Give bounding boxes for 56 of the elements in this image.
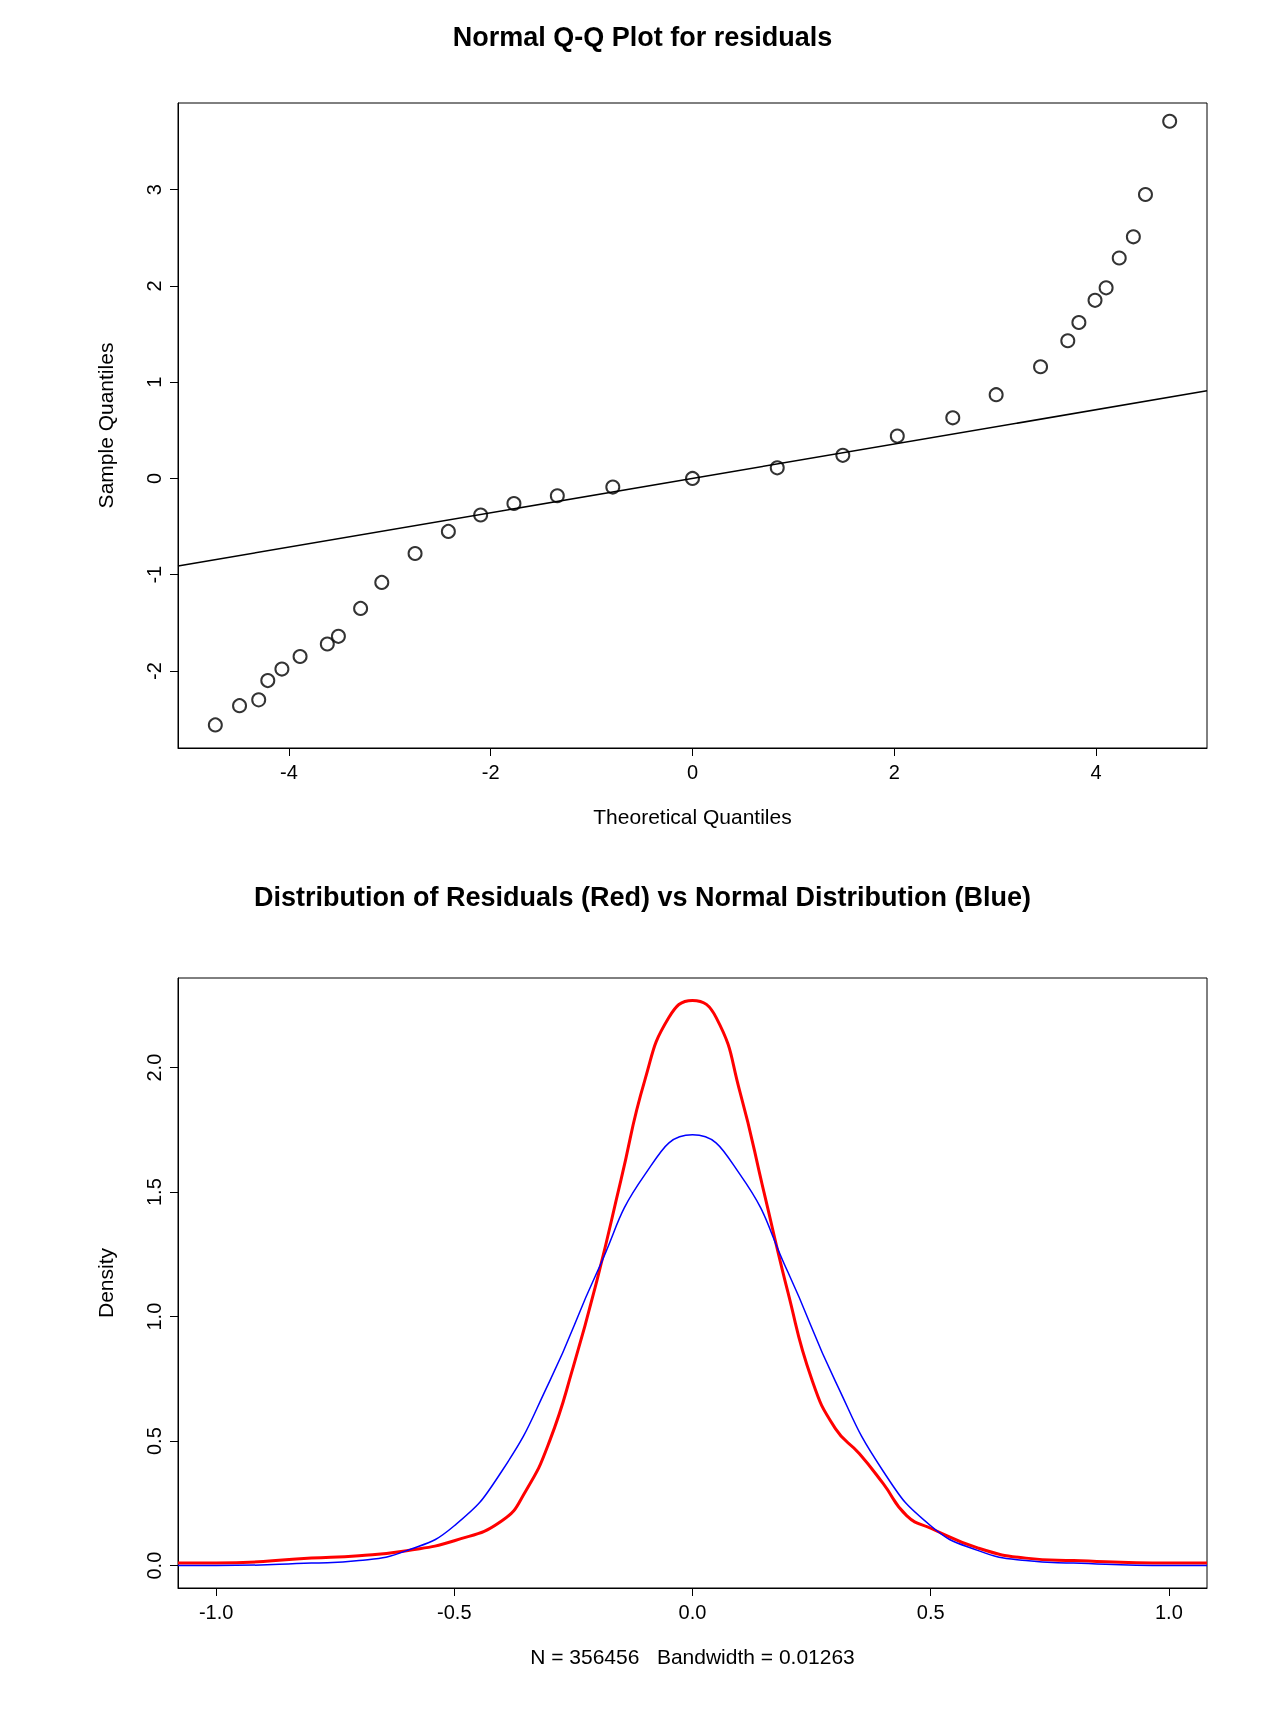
point [988, 387, 1004, 403]
x-axis-title: Theoretical Quantiles [593, 805, 792, 828]
x-tick-label: -2 [481, 761, 500, 783]
point [1162, 113, 1178, 129]
point [1033, 359, 1049, 375]
line-series [177, 1134, 1208, 1567]
y-tick-label: 1.5 [143, 1178, 165, 1207]
point [292, 649, 308, 665]
point [440, 523, 456, 539]
x-tick-label: -4 [280, 761, 298, 783]
point [251, 692, 267, 708]
x-tick-label: 0.5 [916, 1601, 945, 1623]
x-tick-label: 0.0 [678, 1601, 707, 1623]
point [1125, 229, 1141, 245]
point [605, 479, 621, 495]
x-tick-label: -1.0 [198, 1601, 234, 1623]
point [1098, 280, 1114, 296]
y-tick-label: 0.5 [143, 1427, 165, 1456]
y-tick-label: 1 [143, 376, 165, 388]
x-tick-label: 0 [686, 761, 699, 783]
y-axis-title: Density [94, 1247, 117, 1319]
y-tick-label: 1.0 [143, 1302, 165, 1331]
point [1060, 333, 1076, 349]
point [549, 488, 565, 504]
point [945, 410, 961, 426]
point [207, 717, 223, 733]
point [232, 698, 248, 714]
y-tick-label: -2 [143, 662, 165, 680]
x-tick-label: -0.5 [437, 1601, 472, 1623]
chart-title: Normal Q-Q Plot for residuals [452, 21, 833, 52]
y-axis-title: Sample Quantiles [94, 342, 117, 509]
point [260, 673, 276, 689]
point [1137, 186, 1153, 202]
y-tick-label: 0 [143, 472, 165, 485]
x-tick-label: 1.0 [1154, 1601, 1183, 1623]
point [319, 636, 335, 652]
y-tick-label: 0.0 [143, 1551, 165, 1580]
y-tick-label: 3 [143, 184, 165, 196]
point [506, 495, 522, 511]
point [1071, 315, 1087, 330]
y-tick-label: 2.0 [143, 1053, 165, 1082]
point [374, 574, 390, 590]
point [889, 428, 905, 444]
x-tick-label: 2 [888, 761, 900, 783]
point [1111, 250, 1127, 266]
point [353, 600, 369, 616]
point [407, 546, 423, 562]
x-axis-title: N = 356456 Bandwidth = 0.01263 [530, 1645, 855, 1668]
point [274, 661, 290, 677]
chart-title: Distribution of Residuals (Red) vs Normal Distribution (Blue) [253, 881, 1032, 912]
line-series [176, 998, 1209, 1565]
y-tick-label: 2 [143, 280, 165, 292]
x-tick-label: 4 [1090, 761, 1102, 783]
point [1087, 292, 1103, 308]
point [330, 628, 346, 644]
y-tick-label: -1 [143, 565, 165, 584]
